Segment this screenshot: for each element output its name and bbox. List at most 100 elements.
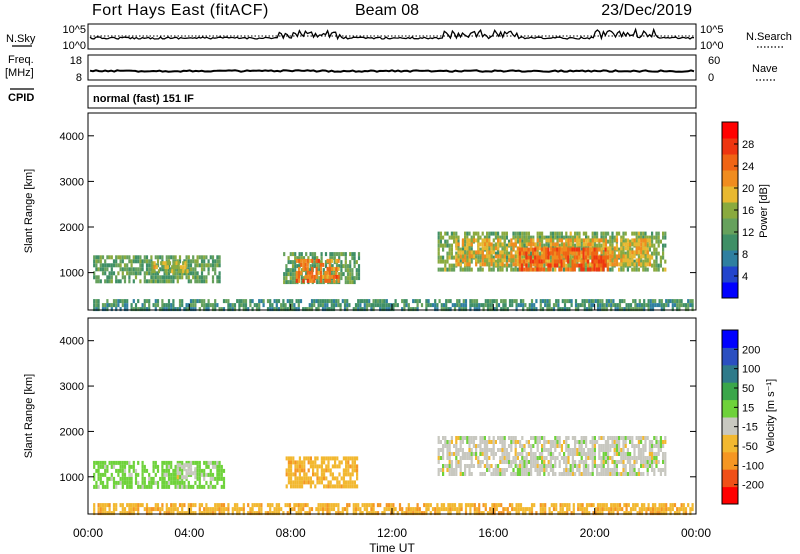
heatmap-cell-599 xyxy=(337,258,340,263)
heatmap-cell-688 xyxy=(464,251,467,256)
heatmap-cell-2278 xyxy=(453,303,457,308)
heatmap-cell-886 xyxy=(563,472,566,476)
heatmap-cell-306 xyxy=(164,265,167,270)
heatmap-cell-307 xyxy=(164,269,167,274)
heatmap-cell-532 xyxy=(297,274,301,279)
heatmap-cell-1927 xyxy=(600,259,603,264)
heatmap-cell-110 xyxy=(143,480,146,485)
heatmap-cell-1355 xyxy=(222,503,226,508)
colorbar-tick-label-2: 20 xyxy=(742,183,754,195)
heatmap-cell-412 xyxy=(325,464,328,469)
heatmap-cell-2490 xyxy=(667,299,670,304)
colorbar-segment-4 xyxy=(722,218,738,235)
heatmap-cell-1495 xyxy=(530,242,533,247)
heatmap-cell-381 xyxy=(312,468,315,473)
heatmap-cell-1431 xyxy=(306,503,309,508)
heatmap-cell-404 xyxy=(311,264,314,269)
heatmap-cell-38 xyxy=(108,275,111,280)
heatmap-cell-478 xyxy=(351,464,354,469)
heatmap-cell-1689 xyxy=(620,262,623,267)
heatmap-cell-271 xyxy=(218,472,221,477)
heatmap-cell-205 xyxy=(178,275,182,280)
heatmap-cell-1879 xyxy=(578,247,581,252)
heatmap-cell-1990 xyxy=(143,303,146,308)
heatmap-cell-958 xyxy=(585,456,588,460)
heatmap-cell-1071 xyxy=(618,444,621,448)
heatmap-cell-243 xyxy=(207,460,210,465)
heatmap-cell-49 xyxy=(115,484,118,489)
heatmap-cell-1097 xyxy=(624,464,627,468)
heatmap-cell-966 xyxy=(549,259,552,264)
heatmap-cell-1514 xyxy=(538,246,542,251)
heatmap-cell-1752 xyxy=(646,262,649,267)
heatmap-cell-568 xyxy=(459,468,462,472)
heatmap-cell-1183 xyxy=(618,267,621,272)
heatmap-cell-227 xyxy=(198,472,201,477)
heatmap-cell-1436 xyxy=(499,262,502,267)
heatmap-cell-1954 xyxy=(104,307,107,312)
heatmap-cell-1617 xyxy=(508,511,512,516)
heatmap-cell-618 xyxy=(479,436,482,440)
heatmap-cell-672 xyxy=(497,436,500,440)
heatmap-cell-1699 xyxy=(626,238,630,243)
heatmap-cell-1315 xyxy=(183,503,186,508)
heatmap-cell-2081 xyxy=(242,303,245,308)
heatmap-cell-1241 xyxy=(106,503,109,508)
heatmap-cell-384 xyxy=(314,456,317,461)
heatmap-cell-1366 xyxy=(236,503,239,508)
heatmap-cell-1781 xyxy=(529,247,532,252)
heatmap-cell-785 xyxy=(530,472,533,476)
heatmap-cell-219 xyxy=(187,263,190,268)
heatmap-cell-1721 xyxy=(618,503,622,508)
heatmap-cell-1362 xyxy=(466,250,469,255)
heatmap-cell-1606 xyxy=(495,507,498,512)
heatmap-cell-354 xyxy=(291,268,295,273)
heatmap-cell-561 xyxy=(313,278,316,283)
heatmap-cell-124 xyxy=(152,476,155,481)
heatmap-cell-2180 xyxy=(343,307,347,312)
heatmap-cell-2376 xyxy=(555,299,558,304)
heatmap-cell-1736 xyxy=(634,507,637,512)
heatmap-cell-160 xyxy=(167,484,171,489)
heatmap-cell-786 xyxy=(494,251,497,256)
heatmap-cell-1812 xyxy=(542,259,546,264)
heatmap-cell-673 xyxy=(497,448,500,452)
heatmap-cell-667 xyxy=(494,440,497,444)
heatmap-cell-1300 xyxy=(170,503,173,508)
heatmap-cell-486 xyxy=(344,260,347,265)
heatmap-cell-1530 xyxy=(547,258,550,263)
heatmap-cell-493 xyxy=(346,272,350,277)
heatmap-cell-980 xyxy=(591,460,594,464)
heatmap-cell-2003 xyxy=(159,307,162,312)
heatmap-cell-1828 xyxy=(551,259,554,264)
heatmap-cell-1237 xyxy=(101,511,105,516)
heatmap-cell-1563 xyxy=(449,511,452,516)
heatmap-cell-573 xyxy=(322,262,325,267)
heatmap-cell-908 xyxy=(569,472,572,476)
heatmap-cell-2190 xyxy=(357,307,360,312)
heatmap-cell-102 xyxy=(139,259,142,264)
heatmap-cell-1384 xyxy=(255,503,259,508)
heatmap-cell-548 xyxy=(455,444,458,448)
heatmap-cell-171 xyxy=(174,468,177,473)
heatmap-cell-175 xyxy=(174,484,177,489)
heatmap-cell-929 xyxy=(576,468,579,472)
heatmap-cell-1344 xyxy=(457,250,460,255)
heatmap-cell-219 xyxy=(196,464,199,469)
heatmap-cell-376 xyxy=(300,252,303,257)
heatmap-cell-1033 xyxy=(607,456,610,460)
heatmap-cell-1450 xyxy=(508,258,511,263)
heatmap-cell-487 xyxy=(344,264,347,269)
heatmap-cell-528 xyxy=(295,278,298,283)
heatmap-cell-679 xyxy=(499,448,502,452)
heatmap-cell-1460 xyxy=(337,507,340,512)
heatmap-cell-790 xyxy=(532,460,535,464)
heatmap-cell-2358 xyxy=(535,299,538,304)
heatmap-cell-2026 xyxy=(183,307,186,312)
heatmap-cell-1794 xyxy=(534,267,537,272)
heatmap-cell-1002 xyxy=(560,235,563,240)
heatmap-cell-2222 xyxy=(385,299,388,304)
heatmap-cell-2229 xyxy=(392,303,395,308)
heatmap-cell-1421 xyxy=(492,258,495,263)
heatmap-cell-1445 xyxy=(324,503,327,508)
